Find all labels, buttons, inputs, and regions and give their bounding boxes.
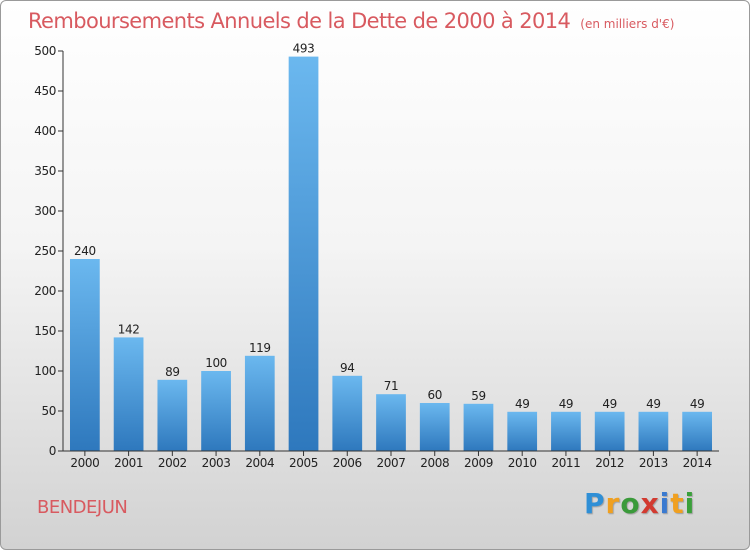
x-tick-label-2000: 2000 [70, 456, 99, 470]
unit-label: (en milliers d'€) [580, 17, 675, 31]
y-tick-label: 0 [49, 444, 56, 458]
bar-2007 [376, 394, 406, 451]
value-label-2012: 49 [602, 397, 616, 411]
y-tick-label: 450 [34, 84, 56, 98]
x-tick-label-2005: 2005 [289, 456, 318, 470]
chart-title: Remboursements Annuels de la Dette de 20… [28, 9, 674, 33]
logo-letter: i [659, 487, 671, 520]
value-label-2009: 59 [471, 389, 485, 403]
logo-letter: r [605, 487, 621, 520]
y-tick-label: 150 [34, 324, 56, 338]
x-tick-label-2008: 2008 [420, 456, 449, 470]
logo-letter: t [670, 487, 685, 520]
y-tick-label: 300 [34, 204, 56, 218]
x-tick-label-2014: 2014 [683, 456, 712, 470]
logo-letter: P [584, 487, 606, 520]
x-tick-label-2013: 2013 [639, 456, 668, 470]
x-tick-label-2004: 2004 [245, 456, 274, 470]
x-tick-label-2010: 2010 [508, 456, 537, 470]
x-tick-label-2006: 2006 [333, 456, 362, 470]
x-tick-label-2001: 2001 [114, 456, 143, 470]
value-label-2007: 71 [384, 379, 398, 393]
value-label-2008: 60 [427, 388, 441, 402]
bar-2000 [69, 259, 100, 451]
y-tick-label: 200 [34, 284, 56, 298]
bar-2011 [551, 411, 581, 451]
bar-2005 [288, 56, 319, 451]
commune-name: BENDEJUN [37, 497, 128, 518]
value-label-2014: 49 [690, 397, 704, 411]
value-label-2011: 49 [559, 397, 573, 411]
bar-2008 [419, 403, 450, 451]
bar-2009 [463, 403, 494, 451]
value-label-2013: 49 [646, 397, 660, 411]
value-label-2003: 100 [205, 356, 227, 370]
bar-2004 [244, 355, 275, 451]
y-tick-label: 500 [34, 44, 56, 58]
logo-letter: i [684, 487, 696, 520]
bar-2013 [638, 411, 669, 451]
logo-letter: x [640, 487, 660, 520]
value-label-2001: 142 [118, 322, 140, 336]
y-tick-label: 100 [34, 364, 56, 378]
x-axis: 2000 2001 2002 2003 2004 2005 2006 2007 2008 2009… [63, 450, 719, 470]
value-label-2006: 94 [340, 361, 354, 375]
bar-2010 [507, 411, 538, 451]
bar-2003 [201, 371, 231, 451]
bar-2012 [594, 411, 625, 451]
y-tick-label: 50 [42, 404, 56, 418]
y-tick-label: 350 [34, 164, 56, 178]
bars: 240 142 89 100 119 493 94 71 60 59 49 49 49 49 49 [69, 42, 713, 451]
x-tick-label-2012: 2012 [595, 456, 624, 470]
logo-letter: o [620, 487, 641, 520]
value-label-2000: 240 [74, 244, 96, 258]
value-label-2005: 493 [293, 42, 315, 56]
bar-2001 [113, 337, 144, 451]
bar-2006 [332, 375, 363, 451]
x-tick-label-2009: 2009 [464, 456, 493, 470]
x-tick-label-2011: 2011 [551, 456, 580, 470]
x-tick-label-2002: 2002 [158, 456, 187, 470]
value-label-2004: 119 [249, 341, 271, 355]
bar-2002 [157, 379, 188, 451]
value-label-2010: 49 [515, 397, 529, 411]
y-tick-label: 400 [34, 124, 56, 138]
y-axis: 0 50 100 150 200 250 300 350 400 450 500 [34, 44, 64, 458]
value-label-2002: 89 [165, 365, 179, 379]
x-tick-label-2003: 2003 [202, 456, 231, 470]
x-tick-label-2007: 2007 [377, 456, 406, 470]
proxiti-logo: Proxiti [584, 487, 695, 520]
y-tick-label: 250 [34, 244, 56, 258]
bar-2014 [682, 411, 713, 451]
chart-title-text: Remboursements Annuels de la Dette de 20… [28, 9, 571, 33]
